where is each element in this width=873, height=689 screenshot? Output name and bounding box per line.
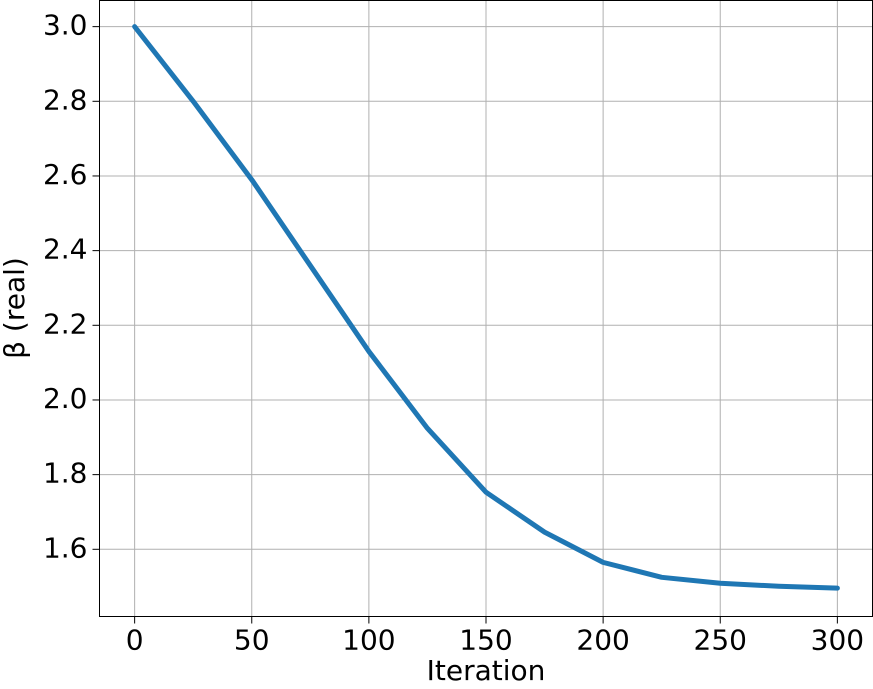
x-tick-label: 200 [576,624,629,657]
y-tick-label: 2.4 [43,233,88,266]
y-tick-label: 1.8 [43,457,88,490]
y-tick-label: 2.8 [43,83,88,116]
x-tick-label: 300 [811,624,864,657]
y-tick-label: 2.0 [43,382,88,415]
y-tick-label: 2.2 [43,307,88,340]
y-tick-label: 1.6 [43,531,88,564]
y-axis-label: β (real) [0,257,31,359]
y-tick-label: 3.0 [43,9,88,42]
x-tick-label: 50 [234,624,270,657]
x-axis-label: Iteration [427,654,546,687]
x-tick-label: 150 [459,624,512,657]
data-line [132,24,840,591]
x-tick-label: 100 [342,624,395,657]
y-tick-label: 2.6 [43,158,88,191]
x-tick-label: 0 [126,624,144,657]
x-tick-label: 250 [694,624,747,657]
